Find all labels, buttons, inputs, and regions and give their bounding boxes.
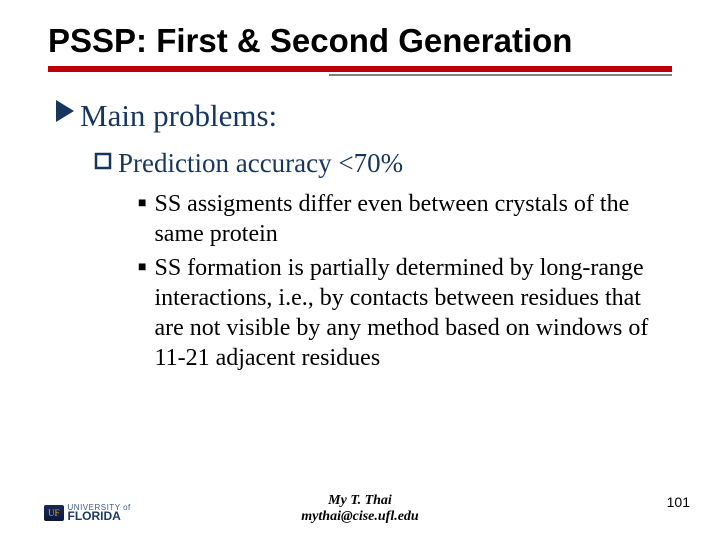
square-icon: ■: [138, 195, 146, 213]
slide: PSSP: First & Second Generation Main pro…: [0, 0, 720, 540]
logo-text: UNIVERSITY of FLORIDA: [68, 504, 131, 522]
rule-red: [48, 66, 672, 72]
arrow-icon: [54, 98, 76, 124]
bullet-level3: ■ SS assigments differ even between crys…: [138, 189, 672, 249]
content: Main problems: Prediction accuracy <70% …: [48, 98, 672, 373]
footer-author: My T. Thai: [301, 493, 418, 508]
footer-email: mythai@cise.ufl.edu: [301, 509, 418, 524]
footer-center: My T. Thai mythai@cise.ufl.edu: [301, 493, 418, 524]
bullet-level1: Main problems:: [54, 98, 672, 134]
title-block: PSSP: First & Second Generation: [48, 22, 672, 76]
square-icon: ■: [138, 259, 146, 277]
logo-seal-icon: UF: [44, 505, 64, 521]
level3-text-0: SS assigments differ even between crysta…: [154, 189, 672, 249]
box-icon: [94, 148, 114, 179]
page-number: 101: [667, 494, 690, 510]
footer: UF UNIVERSITY of FLORIDA My T. Thai myth…: [0, 488, 720, 528]
university-logo: UF UNIVERSITY of FLORIDA: [44, 504, 131, 522]
level3-text-1: SS formation is partially determined by …: [154, 253, 672, 373]
level2-text: Prediction accuracy <70%: [118, 148, 403, 179]
bullet-level3: ■ SS formation is partially determined b…: [138, 253, 672, 373]
title-rules: [48, 66, 672, 76]
slide-title: PSSP: First & Second Generation: [48, 22, 672, 60]
logo-large: FLORIDA: [68, 511, 131, 522]
rule-gray: [329, 74, 672, 76]
bullet-level2: Prediction accuracy <70%: [94, 148, 672, 179]
level1-text: Main problems:: [80, 98, 277, 134]
